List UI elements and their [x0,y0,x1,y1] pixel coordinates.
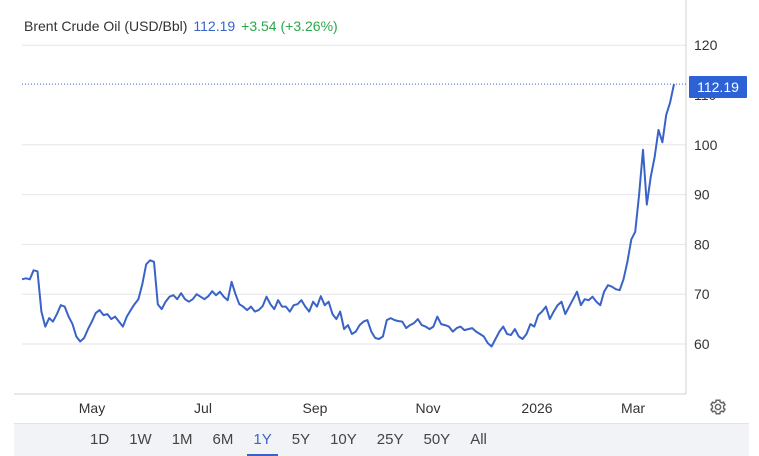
y-tick-label: 90 [694,187,710,203]
range-1m[interactable]: 1M [171,431,193,448]
x-tick-label: Jul [194,400,212,416]
x-tick-label: Mar [621,400,645,416]
x-tick-label: May [79,400,105,416]
price-series-line [21,83,675,348]
current-price-tag: 112.19 [689,76,747,98]
y-tick-label: 70 [694,286,710,302]
range-10y[interactable]: 10Y [330,431,357,448]
last-price: 112.19 [193,18,236,34]
range-selector: 1D 1W 1M 6M 1Y 5Y 10Y 25Y 50Y All [14,423,749,456]
range-1y[interactable]: 1Y [243,424,281,456]
range-1d[interactable]: 1D [90,431,110,448]
chart-header: Brent Crude Oil (USD/Bbl) 112.19 +3.54 (… [24,18,338,34]
y-tick-label: 120 [694,37,718,53]
range-1w[interactable]: 1W [129,431,152,448]
range-5y[interactable]: 5Y [291,431,311,448]
y-tick-label: 100 [694,137,718,153]
gear-icon[interactable] [709,398,727,416]
x-tick-label: 2026 [521,400,552,416]
range-6m[interactable]: 6M [212,431,234,448]
range-25y[interactable]: 25Y [376,431,404,448]
y-tick-label: 60 [694,336,710,352]
range-all[interactable]: All [470,431,487,448]
x-tick-label: Sep [303,400,328,416]
range-50y[interactable]: 50Y [423,431,451,448]
x-tick-label: Nov [416,400,441,416]
y-tick-label: 80 [694,236,710,252]
instrument-name: Brent Crude Oil (USD/Bbl) [24,18,188,34]
price-change: +3.54 (+3.26%) [241,18,338,34]
